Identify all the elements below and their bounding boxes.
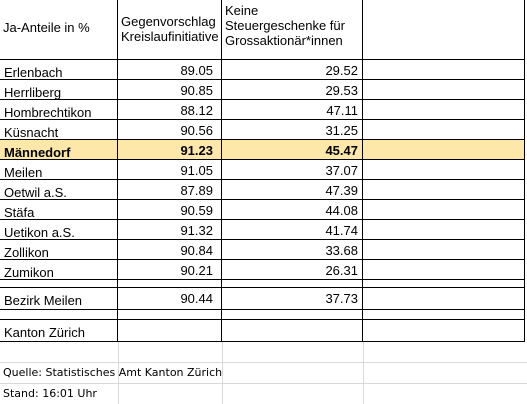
empty-cell[interactable] [363, 0, 525, 60]
status-note: Stand: 16:01 Uhr [3, 387, 97, 400]
empty-cell[interactable] [363, 180, 525, 200]
empty-cell[interactable] [363, 80, 525, 100]
municipality-cell[interactable]: Stäfa [0, 200, 118, 220]
municipality-cell[interactable]: Erlenbach [0, 60, 118, 80]
municipality-cell[interactable]: Männedorf [0, 140, 118, 160]
table-row: Stäfa 90.59 44.08 [0, 200, 527, 220]
table-row: Hombrechtikon 88.12 47.11 [0, 100, 527, 120]
empty-cell[interactable] [363, 140, 525, 160]
table-row-highlighted: Männedorf 91.23 45.47 [0, 140, 527, 160]
empty-cell[interactable] [222, 310, 363, 320]
value-cell[interactable]: 37.07 [222, 160, 363, 180]
value-cell[interactable]: 90.44 [118, 288, 222, 310]
municipality-cell[interactable]: Hombrechtikon [0, 100, 118, 120]
municipality-cell[interactable]: Oetwil a.S. [0, 180, 118, 200]
table-row: Zumikon 90.21 26.31 [0, 260, 527, 280]
empty-cell[interactable] [363, 100, 525, 120]
value-cell[interactable]: 29.53 [222, 80, 363, 100]
value-cell[interactable]: 29.52 [222, 60, 363, 80]
empty-cell[interactable] [363, 240, 525, 260]
value-cell[interactable]: 90.59 [118, 200, 222, 220]
value-cell[interactable]: 88.12 [118, 100, 222, 120]
empty-cell[interactable] [363, 260, 525, 280]
municipality-cell[interactable]: Zollikon [0, 240, 118, 260]
empty-cell[interactable] [363, 288, 525, 310]
value-cell[interactable]: 26.31 [222, 260, 363, 280]
header-cell-gegenvorschlag[interactable]: Gegenvorschlag Kreislaufinitiative [118, 0, 222, 60]
municipality-cell[interactable]: Uetikon a.S. [0, 220, 118, 240]
empty-cell[interactable] [363, 120, 525, 140]
value-cell[interactable]: 47.11 [222, 100, 363, 120]
value-cell[interactable]: 37.73 [222, 288, 363, 310]
table-row: Erlenbach 89.05 29.52 [0, 60, 527, 80]
canton-row: Kanton Zürich [0, 320, 527, 342]
source-note: Quelle: Statistisches Amt Kanton Zürich [3, 366, 223, 379]
table-row: Zollikon 90.84 33.68 [0, 240, 527, 260]
gridline [363, 342, 364, 404]
table-row: Oetwil a.S. 87.89 47.39 [0, 180, 527, 200]
gridline [222, 342, 223, 404]
municipality-cell[interactable]: Zumikon [0, 260, 118, 280]
header-cell-area[interactable]: Ja-Anteile in % [0, 0, 118, 60]
value-cell[interactable]: 33.68 [222, 240, 363, 260]
table-row: Herrliberg 90.85 29.53 [0, 80, 527, 100]
empty-cell[interactable] [118, 280, 222, 288]
value-cell[interactable]: 89.05 [118, 60, 222, 80]
empty-cell[interactable] [363, 200, 525, 220]
municipality-cell[interactable]: Herrliberg [0, 80, 118, 100]
table-row: Küsnacht 90.56 31.25 [0, 120, 527, 140]
value-cell[interactable]: 47.39 [222, 180, 363, 200]
value-cell[interactable]: 44.08 [222, 200, 363, 220]
table-row: Uetikon a.S. 91.32 41.74 [0, 220, 527, 240]
empty-cell[interactable] [118, 310, 222, 320]
municipality-cell[interactable]: Meilen [0, 160, 118, 180]
canton-name-cell[interactable]: Kanton Zürich [0, 320, 118, 342]
spacer-row [0, 280, 527, 288]
value-cell[interactable]: 90.21 [118, 260, 222, 280]
district-row: Bezirk Meilen 90.44 37.73 [0, 288, 527, 310]
value-cell[interactable]: 31.25 [222, 120, 363, 140]
empty-cell[interactable] [222, 280, 363, 288]
empty-cell[interactable] [363, 60, 525, 80]
district-name-cell[interactable]: Bezirk Meilen [0, 288, 118, 310]
value-cell[interactable]: 90.85 [118, 80, 222, 100]
header-cell-steuergeschenke[interactable]: Keine Steuergeschenke für Grossaktionär*… [222, 0, 363, 60]
value-cell[interactable]: 91.23 [118, 140, 222, 160]
empty-cell[interactable] [0, 310, 118, 320]
gridline [118, 342, 119, 404]
empty-cell[interactable] [0, 280, 118, 288]
value-cell[interactable]: 90.84 [118, 240, 222, 260]
gridline [0, 362, 527, 363]
gridline [0, 383, 527, 384]
empty-cell[interactable] [363, 220, 525, 240]
value-cell[interactable]: 91.05 [118, 160, 222, 180]
empty-cell[interactable] [363, 280, 525, 288]
table-row: Meilen 91.05 37.07 [0, 160, 527, 180]
empty-cell[interactable] [363, 160, 525, 180]
value-cell[interactable]: 90.56 [118, 120, 222, 140]
value-cell[interactable]: 41.74 [222, 220, 363, 240]
header-row: Ja-Anteile in % Gegenvorschlag Kreislauf… [0, 0, 527, 60]
empty-cell[interactable] [363, 320, 525, 342]
value-cell[interactable]: 91.32 [118, 220, 222, 240]
value-cell[interactable]: 87.89 [118, 180, 222, 200]
spacer-row [0, 310, 527, 320]
empty-cell[interactable] [363, 310, 525, 320]
value-cell[interactable] [222, 320, 363, 342]
value-cell[interactable] [118, 320, 222, 342]
municipality-cell[interactable]: Küsnacht [0, 120, 118, 140]
value-cell[interactable]: 45.47 [222, 140, 363, 160]
